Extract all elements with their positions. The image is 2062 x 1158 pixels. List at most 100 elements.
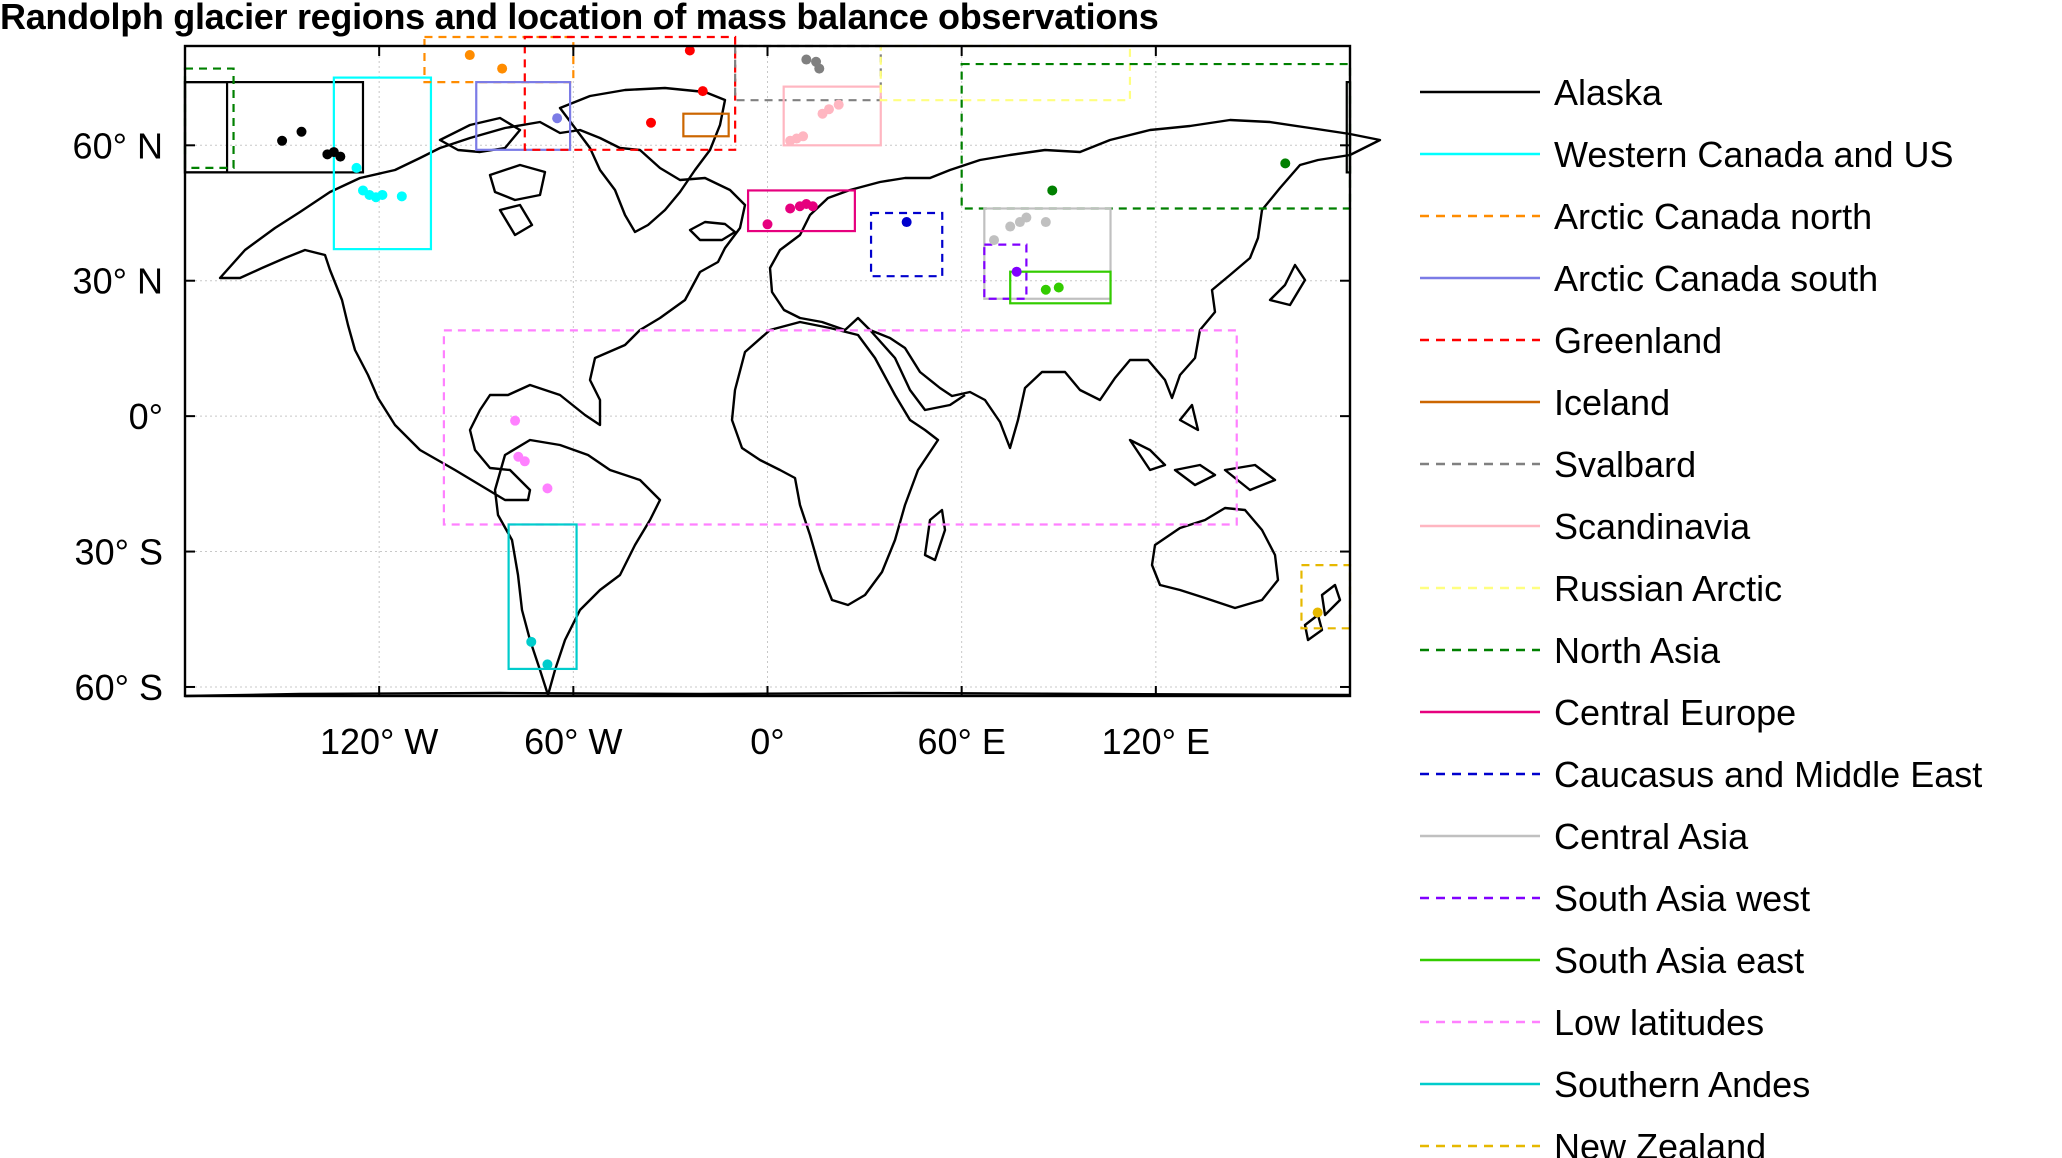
observation-point xyxy=(814,63,825,74)
coastlines xyxy=(184,86,1382,698)
coastline-north-america xyxy=(218,120,747,502)
observation-point xyxy=(646,117,656,128)
x-tick-label: 0° xyxy=(750,721,784,762)
grid-lines xyxy=(185,46,1350,696)
region-box xyxy=(983,243,1028,300)
observation-point xyxy=(1280,158,1291,169)
observation-point xyxy=(1047,185,1058,196)
legend-label: Svalbard xyxy=(1554,444,1696,485)
observation-point xyxy=(989,235,1000,246)
legend-label: Arctic Canada north xyxy=(1554,196,1872,237)
observation-point xyxy=(762,219,773,230)
legend-label: New Zealand xyxy=(1554,1126,1766,1158)
x-tick-label: 60° E xyxy=(917,721,1005,762)
x-tick-label: 60° W xyxy=(524,721,622,762)
observation-point xyxy=(542,483,553,494)
observation-point xyxy=(833,99,844,110)
y-tick-label: 30° N xyxy=(73,261,163,302)
legend-label: Iceland xyxy=(1554,382,1670,423)
mass-balance-observations xyxy=(277,45,1323,670)
legend-label: Central Asia xyxy=(1554,816,1749,857)
region-box xyxy=(869,211,944,278)
legend-label: North Asia xyxy=(1554,630,1721,671)
region-box xyxy=(682,112,730,138)
observation-point xyxy=(464,50,475,61)
observation-point xyxy=(1312,607,1323,618)
region-box xyxy=(183,81,229,174)
observation-point xyxy=(807,201,818,212)
y-tick-label: 60° S xyxy=(75,667,163,708)
observation-point xyxy=(801,54,812,65)
observation-point xyxy=(823,104,834,115)
map-title: Randolph glacier regions and location of… xyxy=(0,0,1159,37)
observation-point xyxy=(396,191,407,202)
observation-point xyxy=(697,86,708,97)
x-tick-label: 120° W xyxy=(320,721,438,762)
y-tick-label: 0° xyxy=(129,396,163,437)
y-tick-label: 60° N xyxy=(73,125,163,166)
x-tick-label: 120° E xyxy=(1102,721,1210,762)
observation-point xyxy=(1021,212,1032,223)
legend-label: Arctic Canada south xyxy=(1554,258,1878,299)
coastline-new-zealand xyxy=(1303,583,1342,642)
region-box xyxy=(423,35,575,84)
region-box xyxy=(1300,563,1352,630)
region-box xyxy=(746,189,856,233)
y-tick-label: 30° S xyxy=(75,532,163,573)
observation-point xyxy=(542,659,553,670)
observation-point xyxy=(351,162,362,173)
observation-point xyxy=(1011,266,1022,277)
legend-label: South Asia west xyxy=(1554,878,1810,919)
region-box xyxy=(475,81,572,151)
legend-label: Scandinavia xyxy=(1554,506,1751,547)
coastline-iceland xyxy=(688,220,737,242)
observation-point xyxy=(1040,284,1051,295)
region-box xyxy=(442,329,1238,526)
legend-label: Southern Andes xyxy=(1554,1064,1810,1105)
legend-label: Western Canada and US xyxy=(1554,134,1954,175)
observation-point xyxy=(552,113,563,124)
observation-point xyxy=(510,415,521,426)
legend: Alaska Western Canada and US Arctic Canada… xyxy=(1420,72,1982,1158)
coastline-south-america xyxy=(493,438,662,697)
observation-point xyxy=(1040,217,1051,228)
region-box xyxy=(1009,270,1112,305)
region-box xyxy=(782,85,882,147)
region-boxes xyxy=(183,35,1352,671)
region-box xyxy=(332,76,433,251)
observation-point xyxy=(277,135,288,146)
coastline-greenland xyxy=(558,86,727,234)
legend-label: Central Europe xyxy=(1554,692,1796,733)
coastline-australia xyxy=(1150,506,1280,610)
legend-label: Caucasus and Middle East xyxy=(1554,754,1982,795)
coastline-antarctica xyxy=(184,691,1351,698)
region-box xyxy=(507,523,578,671)
coastline-se-asia-islands xyxy=(1128,403,1277,492)
legend-label: South Asia east xyxy=(1554,940,1804,981)
map-axes: 120° W 60° W 0° 60° E 120° E 60° N 30° N 0° 30° … xyxy=(73,44,1352,762)
observation-point xyxy=(377,189,388,200)
coastline-africa xyxy=(730,320,940,607)
region-box xyxy=(879,44,1132,102)
coastline-arctic-islands xyxy=(438,116,547,237)
observation-point xyxy=(901,217,912,228)
observation-point xyxy=(1005,221,1016,232)
legend-label: Low latitudes xyxy=(1554,1002,1764,1043)
legend-label: Alaska xyxy=(1554,72,1663,113)
observation-point xyxy=(519,456,530,467)
observation-point xyxy=(1053,282,1064,293)
observation-point xyxy=(684,45,695,56)
coastline-japan xyxy=(1268,263,1307,307)
coastline-eurasia xyxy=(768,118,1382,450)
observation-point xyxy=(296,126,307,137)
coastline-madagascar xyxy=(923,508,947,562)
legend-label: Russian Arctic xyxy=(1554,568,1782,609)
observation-point xyxy=(785,203,796,214)
coastline-arabia xyxy=(869,329,966,412)
region-box xyxy=(183,67,235,169)
observation-point xyxy=(798,131,809,142)
observation-point xyxy=(335,151,346,162)
observation-point xyxy=(526,636,537,647)
region-box xyxy=(734,44,882,102)
